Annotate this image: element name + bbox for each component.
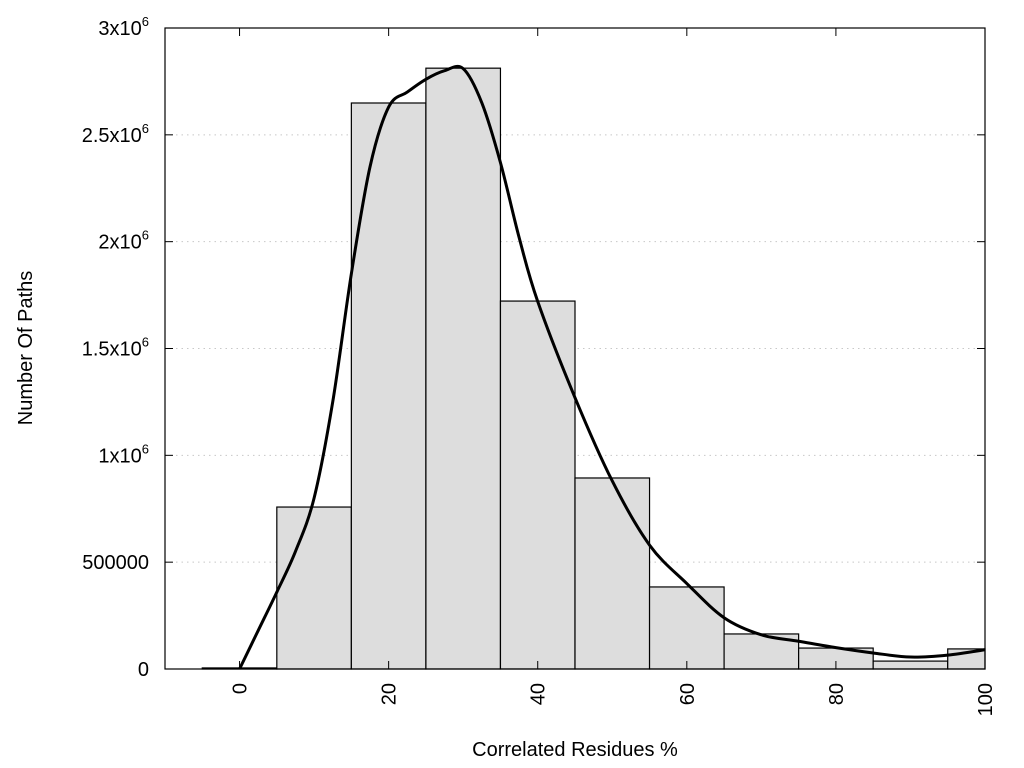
- y-axis-label: Number Of Paths: [15, 271, 37, 426]
- histogram-bar: [499, 300, 576, 670]
- y-tick-label: 2.5x106: [82, 121, 149, 147]
- y-axis-ticks: 0 500000 1x106 1.5x106 2x106 2.5x106 3x106: [82, 14, 985, 681]
- x-tick-label: 20: [379, 683, 401, 705]
- x-tick-label: 60: [677, 683, 699, 705]
- histogram-bar: [648, 586, 725, 670]
- histogram-bar: [276, 506, 352, 670]
- y-tick-label: 0: [138, 659, 149, 681]
- y-tick-label: 3x106: [98, 14, 149, 40]
- y-tick-label: 1x106: [98, 441, 149, 467]
- x-axis-label: Correlated Residues %: [472, 739, 678, 761]
- x-tick-label: 80: [826, 683, 848, 705]
- x-tick-label: 40: [528, 683, 550, 705]
- histogram-bar: [872, 660, 949, 670]
- x-tick-label: 0: [230, 683, 252, 694]
- density-curve: [238, 64, 986, 670]
- x-tick-label: 100: [975, 683, 997, 716]
- bars: [201, 67, 986, 670]
- histogram-bar: [574, 477, 651, 670]
- y-tick-label: 1.5x106: [82, 335, 149, 361]
- histogram-bar: [425, 67, 502, 670]
- y-tick-label: 500000: [82, 552, 149, 574]
- y-tick-label: 2x106: [98, 228, 149, 254]
- x-axis-ticks: 0 20 40 60 80 100: [230, 28, 997, 716]
- grid-lines: [165, 134, 985, 563]
- histogram-bar: [350, 102, 427, 670]
